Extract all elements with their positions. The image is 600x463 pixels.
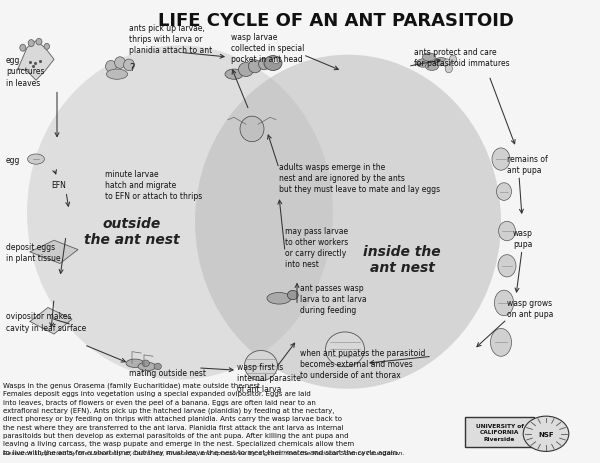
Ellipse shape — [106, 61, 116, 73]
Polygon shape — [30, 241, 78, 264]
Text: the nest where they are transferred to the ant larva. Planidia first attack the : the nest where they are transferred to t… — [3, 424, 343, 430]
Text: Females deposit eggs into vegetation using a special expanded ovipositor. Eggs a: Females deposit eggs into vegetation usi… — [3, 390, 311, 396]
Ellipse shape — [36, 39, 42, 46]
Text: wasp grows
on ant pupa: wasp grows on ant pupa — [507, 298, 553, 318]
Ellipse shape — [245, 351, 277, 381]
Text: deposit eggs
in plant tissue: deposit eggs in plant tissue — [6, 242, 61, 263]
Ellipse shape — [20, 45, 26, 52]
Ellipse shape — [287, 291, 298, 300]
Text: direct phoresy or by feeding on thrips with attached planidia. Ants carry the wa: direct phoresy or by feeding on thrips w… — [3, 415, 342, 421]
Polygon shape — [30, 308, 72, 334]
Circle shape — [523, 416, 569, 451]
Polygon shape — [18, 42, 54, 81]
Ellipse shape — [267, 293, 291, 305]
Text: ants protect and care
for parasitoid immatures: ants protect and care for parasitoid imm… — [414, 48, 509, 68]
Text: UNIVERSITY of
CALIFORNIA
Riverside: UNIVERSITY of CALIFORNIA Riverside — [476, 423, 523, 441]
Text: parasitoids but then develop as external parasitoids of the ant pupa. After kill: parasitoids but then develop as external… — [3, 432, 349, 438]
Ellipse shape — [325, 332, 365, 367]
Text: ?: ? — [129, 63, 134, 73]
Text: minute larvae
hatch and migrate
to EFN or attach to thrips: minute larvae hatch and migrate to EFN o… — [105, 169, 202, 201]
Ellipse shape — [491, 329, 511, 357]
Text: leaving a living carcass, the wasp pupate and emerge in the nest. Specialized ch: leaving a living carcass, the wasp pupat… — [3, 440, 354, 446]
Text: mating outside nest: mating outside nest — [129, 368, 206, 377]
Ellipse shape — [434, 58, 448, 67]
Ellipse shape — [416, 60, 430, 68]
Ellipse shape — [240, 117, 264, 143]
Text: Research supported by the University of California, Riverside, and sponsored by : Research supported by the University of … — [3, 450, 404, 455]
Ellipse shape — [494, 291, 514, 316]
Ellipse shape — [27, 46, 333, 380]
Text: to live with the ants for a short time, but they must leave the nest to meet the: to live with the ants for a short time, … — [3, 449, 400, 455]
Text: LIFE CYCLE OF AN ANT PARASITOID: LIFE CYCLE OF AN ANT PARASITOID — [158, 12, 514, 30]
Ellipse shape — [126, 359, 144, 368]
Ellipse shape — [492, 149, 510, 171]
Ellipse shape — [445, 65, 452, 74]
Text: ovipositor makes
cavity in leaf surface: ovipositor makes cavity in leaf surface — [6, 312, 86, 332]
Text: wasp
pupa: wasp pupa — [513, 228, 533, 249]
Ellipse shape — [107, 70, 128, 80]
Ellipse shape — [498, 255, 516, 277]
Ellipse shape — [115, 57, 125, 69]
Text: NSF: NSF — [538, 431, 554, 437]
Ellipse shape — [44, 44, 49, 50]
Ellipse shape — [497, 183, 511, 201]
Ellipse shape — [248, 61, 262, 74]
Ellipse shape — [499, 222, 515, 241]
Text: extrafloral nectary (EFN). Ants pick up the hatched larvae (planidia) by feeding: extrafloral nectary (EFN). Ants pick up … — [3, 407, 335, 413]
Text: wasp larvae
collected in special
pocket in ant head: wasp larvae collected in special pocket … — [231, 33, 304, 64]
Text: when ant pupates the parasitoid
becomes external and moves
to underside of ant t: when ant pupates the parasitoid becomes … — [300, 348, 425, 379]
Ellipse shape — [272, 58, 280, 64]
Ellipse shape — [154, 363, 161, 370]
Ellipse shape — [259, 59, 269, 70]
Ellipse shape — [443, 60, 451, 68]
Ellipse shape — [264, 56, 282, 71]
Ellipse shape — [28, 40, 34, 47]
Text: outside
the ant nest: outside the ant nest — [84, 216, 180, 247]
Ellipse shape — [28, 155, 44, 165]
Ellipse shape — [225, 70, 243, 80]
Text: ant passes wasp
larva to ant larva
during feeding: ant passes wasp larva to ant larva durin… — [300, 283, 367, 314]
Ellipse shape — [138, 363, 156, 371]
Ellipse shape — [425, 63, 439, 71]
Text: Wasps in the genus Orasema (family Eucharitidae) mate outside the nest.: Wasps in the genus Orasema (family Eucha… — [3, 382, 262, 388]
FancyBboxPatch shape — [465, 417, 534, 447]
Text: ants pick up larvae,
thrips with larva or
planidia attach to ant: ants pick up larvae, thrips with larva o… — [129, 24, 212, 55]
Text: adults wasps emerge in the
nest and are ignored by the ants
but they must leave : adults wasps emerge in the nest and are … — [279, 163, 440, 194]
Text: egg
punctures
in leaves: egg punctures in leaves — [6, 56, 44, 88]
Ellipse shape — [449, 56, 457, 64]
Text: EFN: EFN — [51, 181, 66, 190]
Ellipse shape — [124, 60, 134, 72]
Text: into leaves, bracts of flowers or even the peel of a banana. Eggs are often laid: into leaves, bracts of flowers or even t… — [3, 399, 316, 405]
Ellipse shape — [195, 56, 501, 389]
Ellipse shape — [142, 360, 149, 367]
Text: egg: egg — [6, 155, 20, 164]
Text: remains of
ant pupa: remains of ant pupa — [507, 154, 548, 175]
Ellipse shape — [422, 54, 436, 62]
Ellipse shape — [238, 63, 253, 77]
Text: wasp first is
internal parasite
of ant larva: wasp first is internal parasite of ant l… — [237, 362, 301, 393]
Text: may pass larvae
to other workers
or carry directly
into nest: may pass larvae to other workers or carr… — [285, 226, 348, 269]
Text: inside the
ant nest: inside the ant nest — [363, 244, 441, 275]
